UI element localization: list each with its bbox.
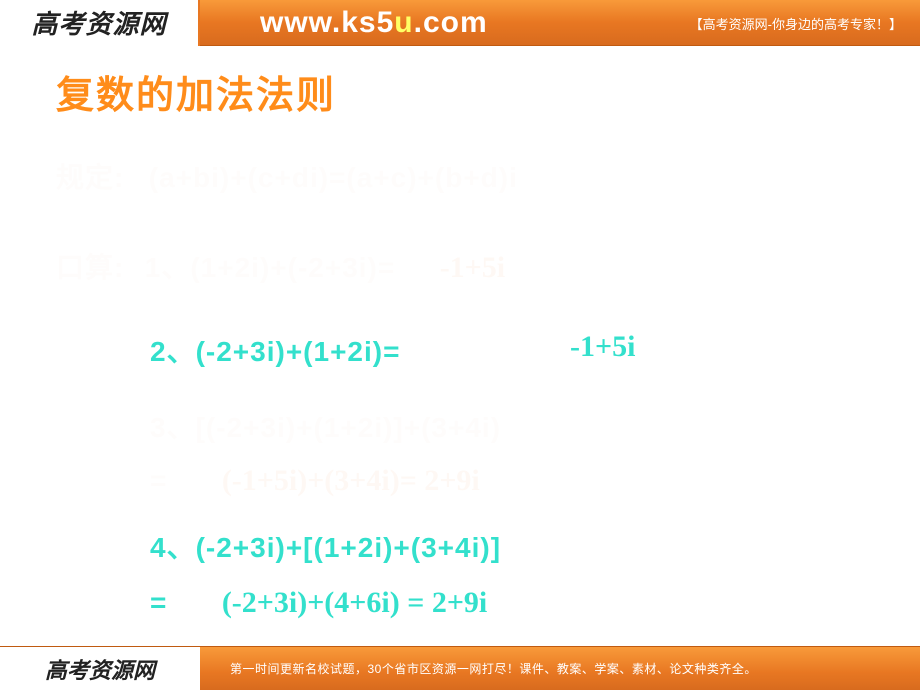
url-highlight: u	[394, 6, 413, 39]
url-pre: www.ks5	[260, 6, 394, 39]
mental-row: 口算: 1、(1+2i)+(-2+3i)= -1+5i	[0, 246, 920, 286]
question-2-row: 2、(-2+3i)+(1+2i)= -1+5i	[0, 330, 920, 370]
question-3a-row: 3、[(-2+3i)+(1+2i)]+(3+4i)	[0, 406, 920, 446]
definition-row: 规定: (a+bi)+(c+di)=(a+c)+(b+d)i	[0, 156, 920, 196]
question-4b: =	[150, 587, 167, 618]
header-url: www.ks5u.com	[260, 6, 488, 40]
question-4a: 4、(-2+3i)+[(1+2i)+(3+4i)]	[150, 532, 501, 563]
question-1: 1、(1+2i)+(-2+3i)=	[145, 252, 395, 283]
header-bar: 高考资源网 www.ks5u.com 【高考资源网-你身边的高考专家！】	[0, 0, 920, 46]
question-3a: 3、[(-2+3i)+(1+2i)]+(3+4i)	[150, 412, 501, 443]
question-4a-row: 4、(-2+3i)+[(1+2i)+(3+4i)]	[0, 526, 920, 566]
slide-title: 复数的加法法则	[56, 64, 880, 119]
mental-label: 口算:	[56, 252, 124, 283]
slide-content: 复数的加法法则 规定: (a+bi)+(c+di)=(a+c)+(b+d)i 口…	[0, 46, 920, 646]
question-3b-row: = (-1+5i)+(3+4i)= 2+9i	[0, 464, 920, 498]
header-tagline: 【高考资源网-你身边的高考专家！】	[690, 14, 902, 33]
question-4b-row: = (-2+3i)+(4+6i) = 2+9i	[0, 586, 920, 620]
question-2: 2、(-2+3i)+(1+2i)=	[150, 336, 400, 367]
answer-4: (-2+3i)+(4+6i) = 2+9i	[222, 586, 487, 619]
footer-bar: 高考资源网 第一时间更新名校试题，30个省市区资源一网打尽！课件、教案、学案、素…	[0, 646, 920, 690]
footer-logo: 高考资源网	[0, 647, 200, 691]
answer-2: -1+5i	[570, 330, 635, 364]
definition-label: 规定:	[56, 162, 124, 193]
url-post: .com	[414, 6, 488, 39]
definition-body: (a+bi)+(c+di)=(a+c)+(b+d)i	[149, 162, 518, 193]
answer-3: (-1+5i)+(3+4i)= 2+9i	[222, 464, 480, 497]
header-logo-text: 高考资源网	[31, 4, 166, 41]
answer-1: -1+5i	[440, 251, 505, 284]
question-3b: =	[150, 465, 167, 496]
footer-text: 第一时间更新名校试题，30个省市区资源一网打尽！课件、教案、学案、素材、论文种类…	[230, 660, 757, 677]
header-logo-box: 高考资源网	[0, 0, 200, 46]
